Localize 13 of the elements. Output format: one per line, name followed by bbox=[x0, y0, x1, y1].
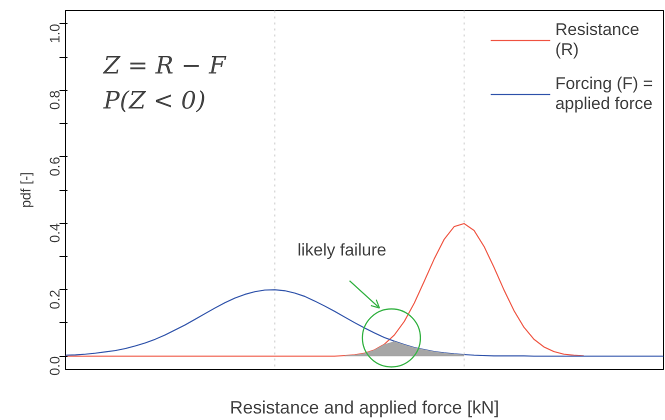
x-axis-title: Resistance and applied force [kN] bbox=[230, 398, 500, 418]
y-tick-label: 0.4 bbox=[46, 223, 62, 243]
y-tick-label: 0.2 bbox=[46, 290, 62, 310]
annotation: Z = R − F bbox=[102, 52, 227, 80]
legend-label: Resistance (R) bbox=[555, 20, 640, 60]
y-tick-label: 0.6 bbox=[46, 156, 62, 176]
legend-label: Forcing (F) = applied force bbox=[555, 74, 653, 114]
annotation: likely failure bbox=[298, 240, 386, 260]
annotation: P(Z < 0) bbox=[102, 86, 206, 114]
y-tick-label: 1.0 bbox=[46, 24, 62, 44]
y-axis-title: pdf [-] bbox=[18, 172, 34, 208]
y-tick-label: 0.0 bbox=[46, 356, 62, 376]
y-tick-label: 0.8 bbox=[46, 90, 62, 110]
